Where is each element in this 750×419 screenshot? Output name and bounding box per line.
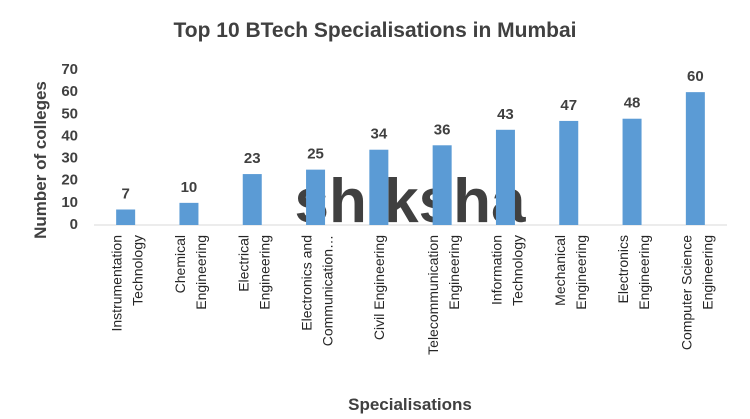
bar (495, 129, 515, 225)
data-label: 60 (687, 68, 704, 85)
bar (369, 149, 389, 225)
y-axis-title: Number of colleges (31, 81, 50, 239)
data-label: 7 (121, 186, 129, 203)
data-label: 43 (497, 106, 514, 123)
y-tick-label: 40 (61, 127, 78, 144)
bar (179, 202, 199, 225)
data-label: 48 (624, 95, 641, 112)
watermark: shiksha (295, 167, 526, 236)
y-tick-label: 20 (61, 172, 78, 189)
x-tick-label: Chemical Engineering (172, 235, 209, 310)
x-tick-label: Civil Engineering (371, 235, 387, 340)
bar (685, 92, 705, 226)
x-tick-label: Electrical Engineering (235, 235, 272, 310)
x-tick-label: Electronics Engineering (615, 235, 652, 310)
y-tick-label: 10 (61, 194, 78, 211)
x-axis-title: Specialisations (348, 395, 472, 414)
x-tick-label: Computer Science Engineering (678, 235, 715, 350)
x-tick-label: Electronics and Communication… (299, 235, 336, 346)
bar (242, 174, 262, 225)
bar (559, 120, 579, 225)
bar (622, 118, 642, 225)
chart-title: Top 10 BTech Specialisations in Mumbai (174, 19, 577, 42)
x-tick-label: Telecommunication Engineering (425, 235, 462, 355)
y-tick-label: 70 (61, 61, 78, 78)
data-label: 36 (434, 121, 451, 138)
data-label: 47 (560, 97, 577, 114)
bar (116, 209, 136, 225)
x-tick-label: Mechanical Engineering (552, 235, 589, 310)
bar (432, 145, 452, 225)
bar (306, 169, 326, 225)
data-label: 10 (181, 179, 198, 196)
y-tick-label: 30 (61, 150, 78, 167)
y-tick-label: 0 (70, 216, 78, 233)
x-tick-label: Instrumentation Technology (109, 235, 146, 332)
y-tick-label: 60 (61, 83, 78, 100)
y-tick-label: 50 (61, 105, 78, 122)
data-label: 25 (307, 146, 324, 163)
x-tick-label: Information Technology (488, 235, 525, 306)
data-label: 34 (371, 126, 388, 143)
data-label: 23 (244, 150, 261, 167)
